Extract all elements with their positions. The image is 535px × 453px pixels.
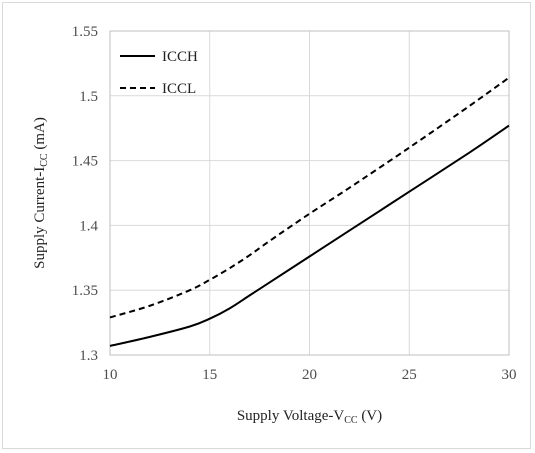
y-axis-title-subscript: CC: [39, 153, 50, 167]
y-axis-ticks: 1.3 1.35 1.4 1.45 1.5 1.55: [72, 24, 99, 364]
x-axis-title-main: Supply Voltage-V: [237, 408, 345, 424]
x-tick-label: 25: [402, 367, 417, 383]
y-axis-title: Supply Current-ICC (mA): [32, 117, 50, 269]
x-tick-label: 30: [502, 367, 517, 383]
y-axis-title-main: Supply Current-I: [32, 167, 48, 269]
plot-area-border: [109, 30, 510, 356]
y-axis-title-unit: (mA): [32, 117, 48, 153]
series-lines: [109, 76, 510, 347]
legend-label-icch: ICCH: [162, 49, 198, 65]
grid-lines: [109, 30, 510, 356]
y-tick-label: 1.35: [72, 283, 98, 299]
x-tick-label: 20: [302, 367, 317, 383]
x-axis-title-subscript: CC: [344, 415, 358, 426]
y-tick-label: 1.3: [79, 348, 98, 364]
x-tick-label: 15: [202, 367, 217, 383]
plot-border-rect: [109, 30, 510, 356]
y-tick-label: 1.45: [72, 154, 98, 170]
legend-label-iccl: ICCL: [162, 81, 196, 97]
series-line-icch: [109, 124, 510, 347]
y-tick-label: 1.55: [72, 24, 98, 40]
x-axis-title: Supply Voltage-VCC (V): [237, 408, 382, 426]
y-tick-label: 1.4: [79, 218, 98, 234]
legend: ICCH ICCL: [120, 49, 198, 97]
y-tick-label: 1.5: [79, 89, 98, 105]
x-tick-label: 10: [103, 367, 118, 383]
x-axis-title-unit: (V): [358, 408, 383, 424]
x-axis-ticks: 10 15 20 25 30: [103, 367, 517, 383]
series-line-iccl: [109, 76, 510, 319]
